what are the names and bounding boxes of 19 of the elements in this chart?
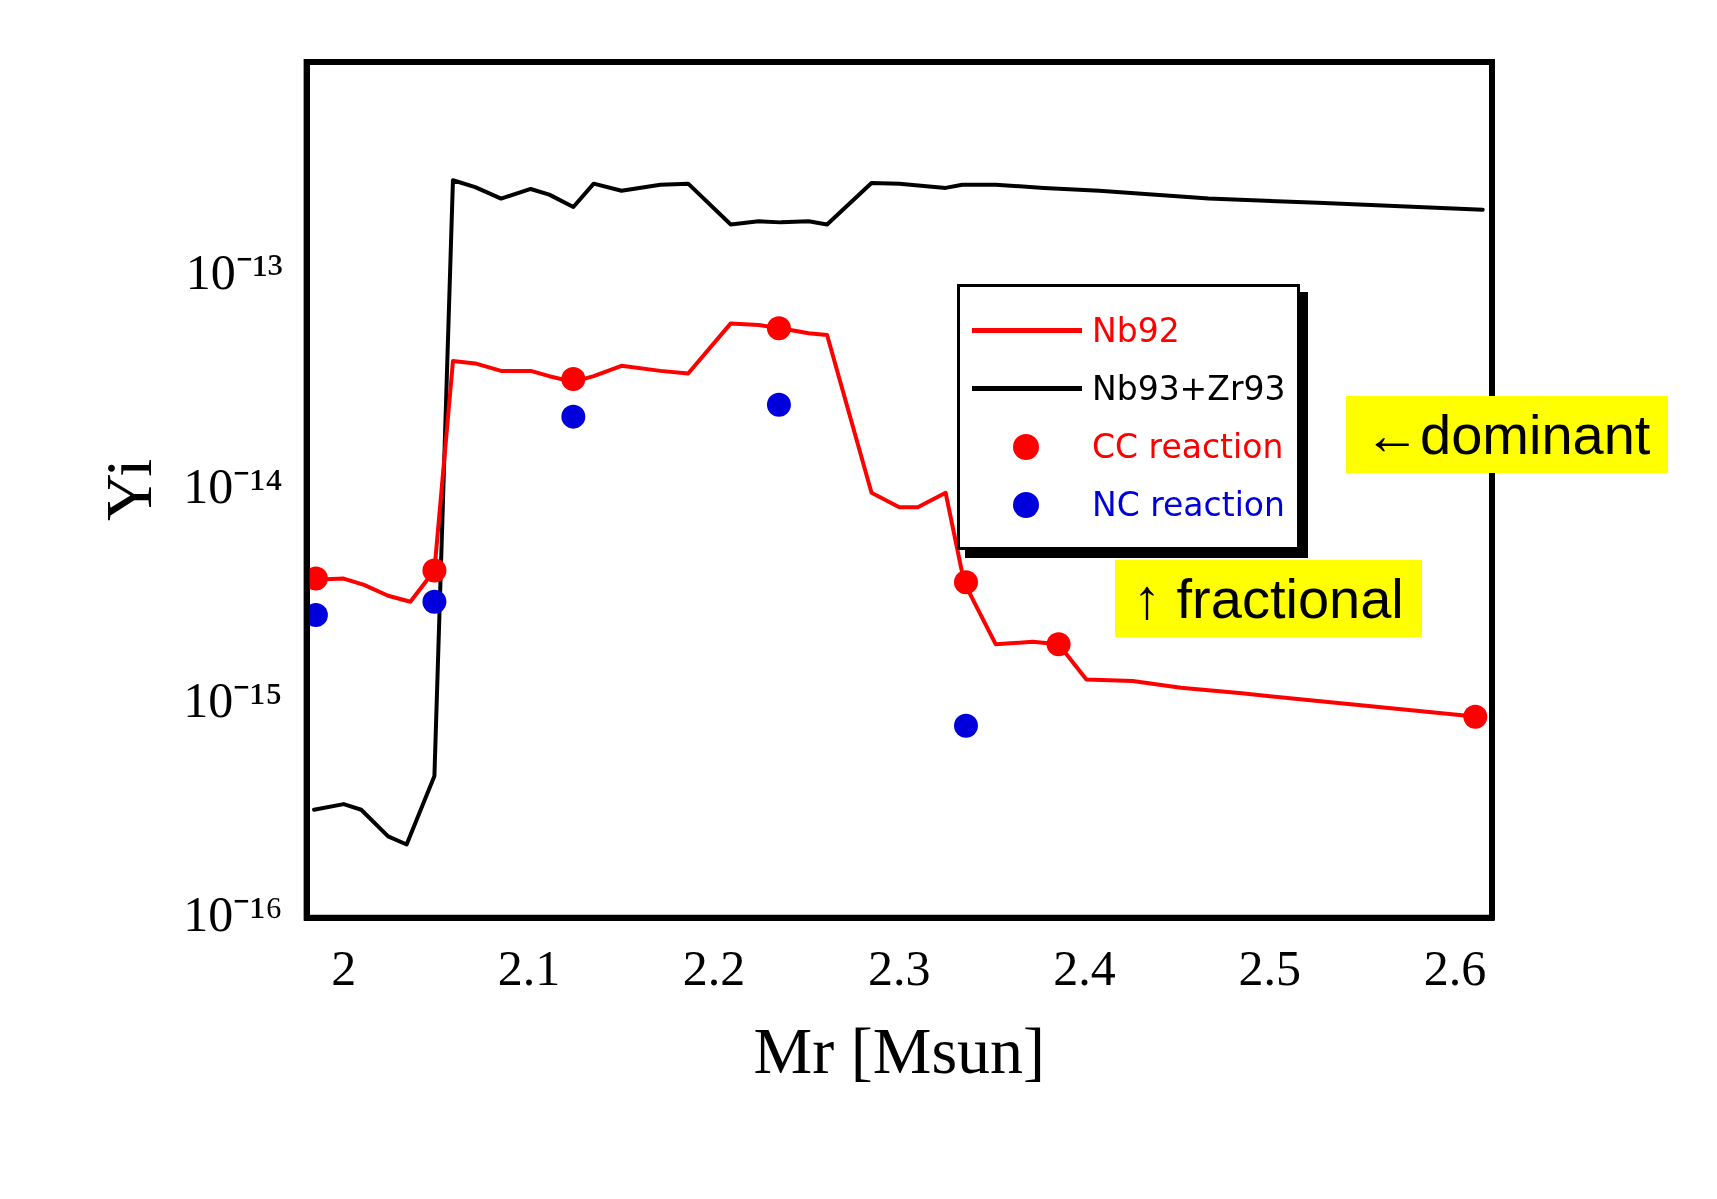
x-tick-label: 2.5 — [1238, 939, 1301, 996]
y-tick-label: 10⁻¹⁶ — [183, 885, 283, 942]
annotation: ↑ fractional — [1115, 560, 1422, 637]
y-tick-label: 10⁻¹⁴ — [183, 458, 283, 515]
legend-label: Nb93+Zr93 — [1092, 368, 1286, 408]
y-axis-title: Yi — [91, 458, 165, 522]
y-tick-label: 10⁻¹³ — [185, 244, 283, 301]
legend-label: NC reaction — [1092, 484, 1285, 524]
legend-label: CC reaction — [1092, 426, 1284, 466]
y-tick-label: 10⁻¹⁵ — [183, 671, 283, 728]
x-tick-label: 2.1 — [497, 939, 561, 996]
x-axis-title: Mr [Msun] — [753, 1013, 1046, 1087]
x-tick-label: 2.6 — [1423, 939, 1487, 996]
x-tick-label: 2 — [331, 939, 357, 996]
x-tick-label: 2.4 — [1053, 939, 1116, 996]
x-tick-label: 2.3 — [868, 939, 931, 996]
x-tick-label: 2.2 — [682, 939, 746, 996]
legend-label: Nb92 — [1092, 310, 1180, 350]
annotation: ←dominant — [1346, 396, 1669, 473]
